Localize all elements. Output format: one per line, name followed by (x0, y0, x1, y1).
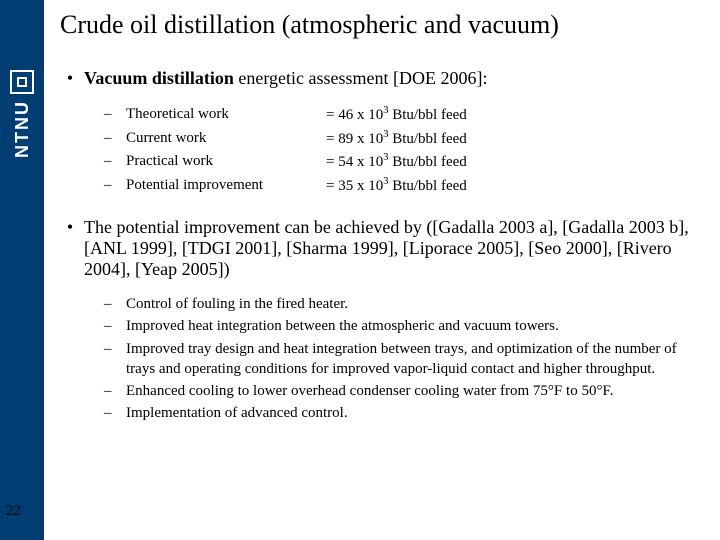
assessment-label: Practical work (126, 150, 326, 174)
improvement-row: – Implementation of advanced control. (104, 403, 708, 423)
slide-content: Crude oil distillation (atmospheric and … (56, 10, 708, 530)
assessment-row: – Potential improvement = 35 x 103 Btu/b… (104, 174, 708, 198)
dash-marker: – (104, 150, 126, 174)
improvement-list: – Control of fouling in the fired heater… (104, 294, 708, 424)
improvement-row: – Enhanced cooling to lower overhead con… (104, 381, 708, 401)
page-number: 22 (6, 503, 21, 520)
assessment-row: – Practical work = 54 x 103 Btu/bbl feed (104, 150, 708, 174)
bullet-rest: energetic assessment [DOE 2006]: (234, 68, 488, 88)
improvement-text: Improved tray design and heat integratio… (126, 339, 708, 380)
improvement-text: Improved heat integration between the at… (126, 316, 708, 336)
bullet-potential-improvement: • The potential improvement can be achie… (56, 217, 708, 280)
bullet-bold: Vacuum distillation (84, 68, 234, 88)
dash-marker: – (104, 174, 126, 198)
bullet-text: Vacuum distillation energetic assessment… (84, 68, 708, 89)
assessment-label: Current work (126, 127, 326, 151)
improvement-row: – Control of fouling in the fired heater… (104, 294, 708, 314)
assessment-value: = 54 x 103 Btu/bbl feed (326, 150, 708, 174)
assessment-label: Potential improvement (126, 174, 326, 198)
slide-title: Crude oil distillation (atmospheric and … (60, 10, 708, 40)
dash-marker: – (104, 294, 126, 314)
improvement-text: Control of fouling in the fired heater. (126, 294, 708, 314)
bullet-text: The potential improvement can be achieve… (84, 217, 708, 280)
assessment-label: Theoretical work (126, 103, 326, 127)
improvement-row: – Improved heat integration between the … (104, 316, 708, 336)
dash-marker: – (104, 316, 126, 336)
brand-sidebar: NTNU (0, 0, 44, 540)
improvement-row: – Improved tray design and heat integrat… (104, 339, 708, 380)
assessment-value: = 35 x 103 Btu/bbl feed (326, 174, 708, 198)
assessment-row: – Current work = 89 x 103 Btu/bbl feed (104, 127, 708, 151)
dash-marker: – (104, 339, 126, 380)
ntnu-logo-icon (10, 70, 34, 94)
assessment-value: = 46 x 103 Btu/bbl feed (326, 103, 708, 127)
dash-marker: – (104, 103, 126, 127)
bullet-marker: • (56, 217, 84, 280)
bullet-vacuum-distillation: • Vacuum distillation energetic assessme… (56, 68, 708, 89)
dash-marker: – (104, 127, 126, 151)
improvement-text: Enhanced cooling to lower overhead conde… (126, 381, 708, 401)
assessment-row: – Theoretical work = 46 x 103 Btu/bbl fe… (104, 103, 708, 127)
bullet-marker: • (56, 68, 84, 89)
assessment-value: = 89 x 103 Btu/bbl feed (326, 127, 708, 151)
dash-marker: – (104, 381, 126, 401)
improvement-text: Implementation of advanced control. (126, 403, 708, 423)
assessment-list: – Theoretical work = 46 x 103 Btu/bbl fe… (104, 103, 708, 197)
dash-marker: – (104, 403, 126, 423)
ntnu-wordmark: NTNU (12, 100, 33, 158)
